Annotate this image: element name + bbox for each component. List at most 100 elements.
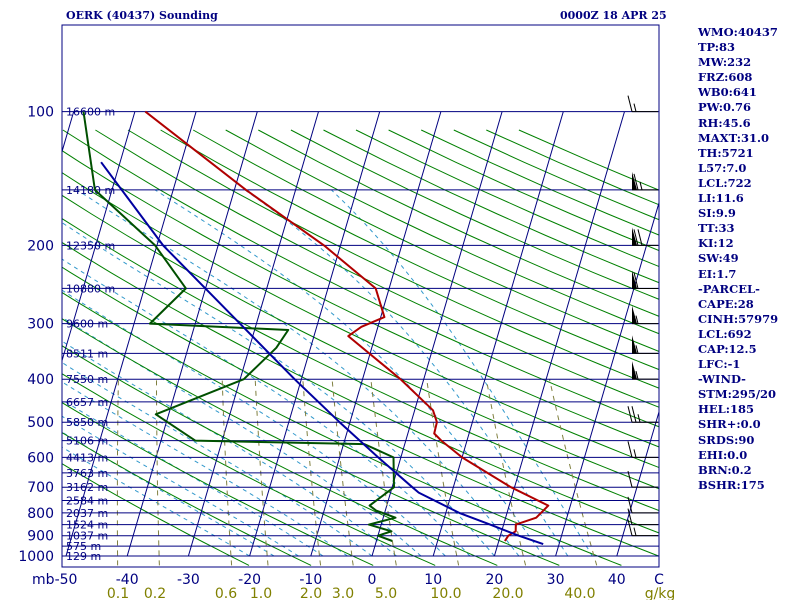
wind-barb-half-feather [639, 181, 643, 190]
sounding-index-item: MW:232 [698, 55, 752, 70]
height-label: 12350 m [66, 239, 115, 252]
wind-barb-feather [627, 441, 633, 458]
wind-barb-pennant [632, 361, 637, 380]
sounding-index-item: SHR+:0.0 [698, 417, 761, 432]
dry-adiabat-line [62, 241, 659, 534]
sounding-index-item: TT:33 [698, 221, 735, 236]
pressure-tick-label: 400 [27, 372, 54, 388]
dry-adiabat-line [127, 129, 659, 389]
pressure-tick-label: 700 [27, 480, 54, 496]
dry-adiabat-line [62, 218, 659, 512]
wind-barb [632, 361, 658, 380]
sounding-index-item: WB0:641 [698, 85, 757, 100]
dewpoint-profile-line [82, 111, 397, 542]
mixing-ratio-axis: 0.1 0.2 0.6 1.0 2.0 3.0 5.0 10.0 20.0 40.0 g/kg [107, 586, 675, 600]
pressure-tick-label: 800 [27, 506, 54, 522]
moist-adiabat-line [62, 289, 446, 557]
wind-barb-half-feather [633, 527, 637, 536]
wind-barb-half-feather [633, 103, 637, 112]
sounding-index-item: BRN:0.2 [698, 462, 752, 477]
dry-adiabat-line [62, 291, 622, 566]
mixing-ratio-line [254, 379, 269, 566]
temperature-tick-label: 30 [547, 572, 565, 588]
temperature-tick-label: -40 [116, 572, 139, 588]
wind-barb-pennant [632, 171, 637, 190]
isotherm-line [0, 112, 12, 556]
sounding-index-item: LCL:692 [698, 326, 752, 341]
temperature-tick-label: 10 [424, 572, 442, 588]
height-label: 3162 m [66, 481, 108, 494]
dry-adiabat-line [62, 345, 498, 566]
dry-adiabat-line [62, 172, 659, 469]
temperature-profile-line [144, 110, 550, 542]
moist-adiabat-line [244, 189, 569, 557]
isotherm-line [432, 111, 564, 557]
height-label: 1524 m [66, 519, 108, 532]
sounding-index-item: SRDS:90 [698, 432, 755, 447]
height-label: 6657 m [66, 396, 108, 409]
sounding-index-item: CINH:57979 [698, 311, 779, 326]
sounding-index-item: -WIND- [698, 372, 746, 387]
wind-barb-feather [627, 406, 633, 423]
dry-adiabat-line [62, 129, 659, 428]
wind-barb-pennant [632, 270, 637, 289]
dry-adiabat-line [62, 402, 374, 566]
height-label: 14180 m [66, 184, 115, 197]
sounding-index-item: CAP:12.5 [698, 341, 757, 356]
mixing-ratio-lines [116, 379, 598, 566]
wind-barb-half-feather [635, 345, 639, 354]
sounding-index-item: RH:45.6 [698, 115, 751, 130]
sounding-index-item: PW:0.76 [698, 100, 752, 115]
dry-adiabat-line [62, 432, 312, 566]
mixing-ratio-line [156, 379, 160, 566]
wind-barb [632, 270, 658, 289]
temperature-tick-label: C [654, 572, 664, 588]
moist-adiabat-line [62, 316, 422, 557]
height-label: 10880 m [66, 282, 115, 295]
sounding-index-item: STM:295/20 [698, 387, 777, 402]
height-label: 5106 m [66, 435, 108, 448]
sounding-index-item: EI:1.7 [698, 266, 737, 281]
wind-barb-pennant [632, 305, 637, 324]
mixing-ratio-line [302, 379, 322, 566]
mixing-ratio-tick-label: 40.0 [564, 586, 595, 600]
mixing-ratio-tick-label: 0.6 [215, 586, 237, 600]
wind-barb-half-feather [633, 449, 637, 458]
mixing-ratio-line [485, 379, 527, 566]
sounding-index-item: TH:5721 [698, 145, 754, 160]
wind-barb-feather [631, 406, 637, 423]
wind-barb-feather [627, 496, 633, 514]
mixing-ratio-tick-label: 2.0 [300, 586, 322, 600]
isotherm-line [62, 111, 136, 363]
height-label: 5850 m [66, 416, 108, 429]
dry-adiabat-line [62, 266, 659, 557]
pressure-tick-label: 300 [27, 317, 54, 333]
wind-barb-feather [637, 229, 643, 246]
height-label: 3763 m [66, 467, 108, 480]
mixing-ratio-line [116, 379, 119, 566]
moist-adiabat-line [62, 446, 250, 557]
temperature-axis: -50 -40 -30 -20 -10 0 10 20 30 40 C [55, 572, 665, 588]
sounding-index-item: -PARCEL- [698, 281, 760, 296]
sounding-index-item: L57:7.0 [698, 160, 747, 175]
sounding-index-item: CAPE:28 [698, 296, 754, 311]
wind-barb [627, 471, 658, 488]
wind-barb [632, 335, 658, 354]
wind-barb-feather [627, 471, 633, 488]
wind-barb [627, 496, 658, 514]
temperature-tick-label: 0 [368, 572, 377, 588]
sounding-profiles [82, 110, 550, 546]
dry-adiabat-line [258, 129, 659, 317]
temperature-tick-label: -50 [55, 572, 78, 588]
height-labels: 16600 m 14180 m 12350 m 10880 m 9600 m 8511 m… [66, 106, 115, 563]
wind-barb [627, 406, 658, 423]
isotherm-line [616, 410, 659, 557]
mixing-ratio-tick-label: 0.2 [144, 586, 166, 600]
height-label: 575 m [66, 540, 101, 553]
dry-adiabat-line [62, 318, 560, 566]
parcel-profile-line [100, 161, 544, 546]
sounding-index-item: LCL:722 [698, 175, 752, 190]
wind-barb [632, 171, 658, 191]
temperature-tick-label: -30 [177, 572, 200, 588]
